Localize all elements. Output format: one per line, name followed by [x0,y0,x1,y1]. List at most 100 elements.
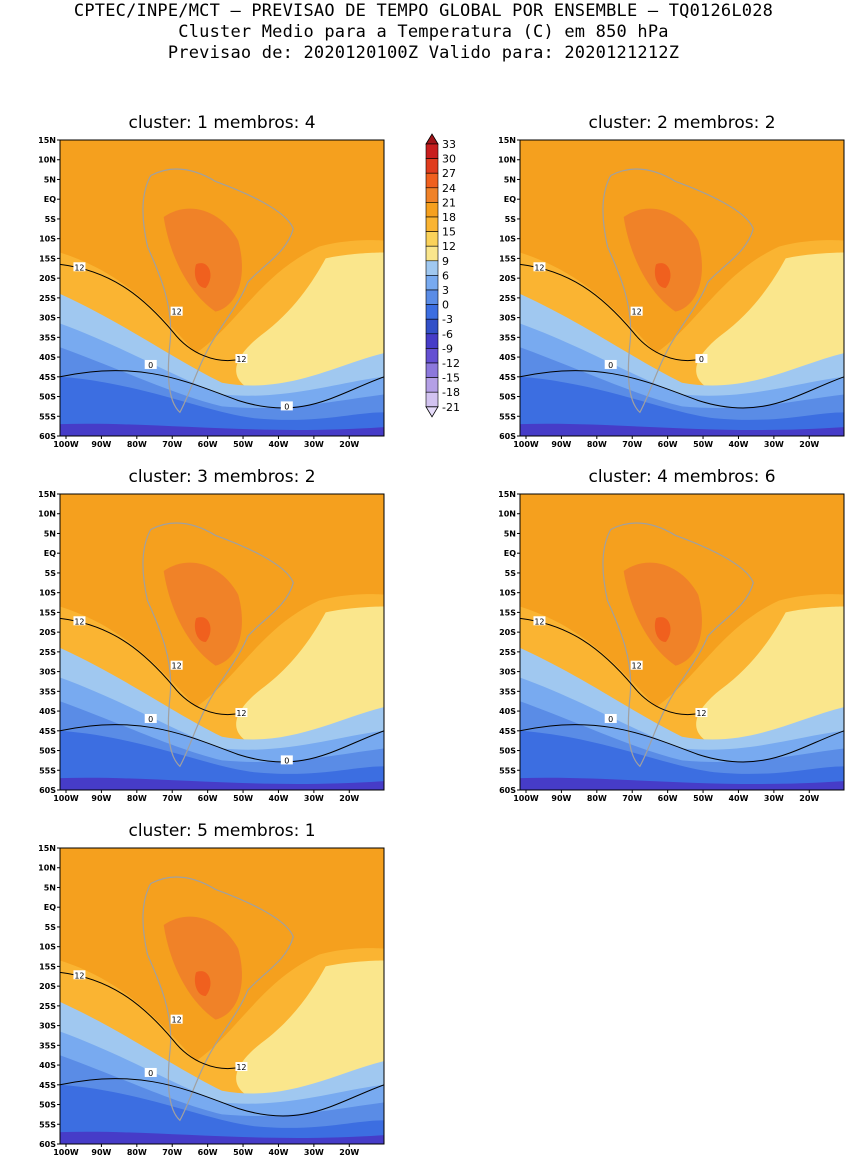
lat-tick-label: 15S [39,608,56,617]
colorbar-label: 24 [442,182,456,195]
contour-line [520,371,844,409]
lon-tick-label: 50W [693,440,713,449]
panel-3-map: 12 12 12 0 0 15N 10N 5N EQ 5S 10S 15S 20S 25S 30S 35S 40… [20,484,420,814]
temperature-band [194,263,211,288]
panel-1-map: 12 12 12 0 0 15N 10N 5N EQ 5S 10S 15S 20S 25S 30S 35S 40… [20,130,420,460]
temperature-band [60,1131,384,1144]
lat-tick-label: 15N [38,844,56,853]
panel-4-title: cluster: 4 membros: 6 [588,467,776,487]
lon-tick-label: 90W [91,794,111,803]
lon-tick-label: 70W [162,794,182,803]
colorbar-label: -15 [442,372,460,385]
lat-tick-label: 10N [38,156,56,165]
colorbar-swatch [425,245,439,262]
lat-tick-label: 30S [39,314,56,323]
lon-tick-label: 100W [53,440,79,449]
contour-label: 12 [74,617,84,626]
contour-label: 0 [284,756,289,765]
lon-tick-label: 80W [127,1148,147,1157]
colorbar-swatch [425,158,439,174]
contour-label: 12 [74,263,84,272]
lon-tick-label: 100W [53,794,79,803]
contour-label-box [280,401,293,411]
contour-label: 0 [284,402,289,411]
lat-tick-label: 25S [499,648,516,657]
continent-outline [603,169,753,412]
lat-tick-label: 10N [38,510,56,519]
continent-outline [143,523,293,766]
lat-tick-label: 60S [39,432,56,441]
temperature-band [623,562,702,666]
lat-tick-label: 30S [499,668,516,677]
lat-tick-label: 15N [38,490,56,499]
lat-tick-label: 25S [39,294,56,303]
lat-tick-label: 20S [499,274,516,283]
colorbar-swatch [425,260,439,276]
continent-outline [143,877,293,1120]
lon-tick-label: 80W [587,440,607,449]
lat-tick-label: 35S [499,687,516,696]
colorbar-label: 27 [442,167,456,180]
contour-label-box [170,1014,183,1024]
lat-tick-label: 5N [44,529,56,538]
plot-frame [519,493,845,791]
colorbar-top-arrow [425,133,439,145]
contour-label-box [695,708,708,718]
lat-tick-label: 5S [505,215,517,224]
colorbar-label: -3 [442,313,453,326]
lon-tick-label: 70W [162,1148,182,1157]
panel-5-map: 12 12 12 0 15N 10N 5N EQ 5S 10S 15S 20S 25S 30S 35S 40S… [20,838,420,1168]
lat-tick-label: 60S [499,432,516,441]
lat-tick-label: 15S [499,254,516,263]
temperature-band [163,916,242,1020]
lon-tick-label: 50W [233,794,253,803]
contour-label-box [144,359,157,369]
colorbar-bottom-arrow [425,406,439,418]
contour-label: 0 [148,715,153,724]
lat-tick-label: 50S [39,747,56,756]
panel-2-map: 12 12 0 0 15N 10N 5N EQ 5S 10S 15S 20S 25S 30S 35S 40S 4… [480,130,847,460]
colorbar-label: -18 [442,386,460,399]
colorbar-label: 0 [442,299,449,312]
temperature-band [60,376,384,436]
lat-tick-label: 10S [499,235,516,244]
contour-label: 12 [534,263,544,272]
lat-tick-label: 10N [498,156,516,165]
temperature-band [696,252,844,392]
lat-tick-label: EQ [44,903,56,912]
lat-tick-label: EQ [44,195,56,204]
lat-tick-label: 50S [39,1101,56,1110]
contour-label-box [630,306,643,316]
contour-line [520,264,701,360]
colorbar-swatch [425,172,439,189]
contour-label-box [73,970,86,980]
temperature-band [194,617,211,642]
lat-tick-label: 55S [39,412,56,421]
lon-tick-label: 60W [658,794,678,803]
temperature-band [654,617,671,642]
lon-tick-label: 20W [339,794,359,803]
colorbar-swatch [425,304,439,320]
colorbar-swatch [425,187,439,203]
lat-tick-label: 40S [39,707,56,716]
lat-tick-label: 15S [39,962,56,971]
lat-tick-label: 50S [499,747,516,756]
panel-5-title: cluster: 5 membros: 1 [128,821,316,841]
temperature-band [696,606,844,746]
lon-tick-label: 40W [728,794,748,803]
lat-tick-label: 35S [499,333,516,342]
contour-label-box [604,359,617,369]
colorbar-swatch [425,391,439,408]
contour-label-box [235,354,248,364]
contour-label-box [235,1062,248,1072]
lon-tick-label: 60W [198,1148,218,1157]
lat-tick-label: 30S [39,668,56,677]
lat-tick-label: 5S [45,215,57,224]
lat-tick-label: 15N [498,136,516,145]
contour-label-box [280,755,293,765]
contour-label-box [604,713,617,723]
lat-tick-label: 20S [499,628,516,637]
contour-label: 0 [148,1069,153,1078]
contour-label: 12 [632,662,642,671]
contour-label-box [144,1067,157,1077]
